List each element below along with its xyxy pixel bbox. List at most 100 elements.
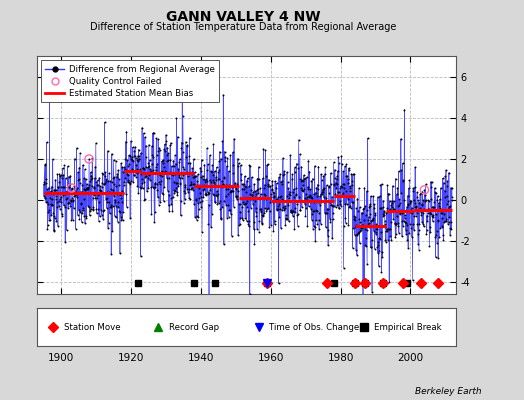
Point [163,158,171,164]
Point [122,190,130,197]
Point [363,227,371,233]
Point [214,191,222,198]
Point [323,210,331,216]
Point [63,163,72,169]
Point [431,189,439,196]
Point [164,150,172,157]
Point [129,179,137,185]
Point [78,210,86,216]
Point [135,156,144,162]
Point [439,236,447,243]
Point [89,195,97,201]
Point [150,185,158,191]
Point [288,209,296,216]
Point [370,201,378,208]
Point [187,179,195,185]
Point [400,215,409,221]
Point [269,228,278,234]
Point [68,185,76,191]
Point [185,153,193,159]
Point [139,165,147,172]
Point [104,220,113,226]
Point [54,184,62,191]
Point [114,203,123,210]
Point [121,166,129,173]
Point [291,205,300,211]
Point [233,188,242,194]
Point [400,197,408,204]
Point [238,217,247,223]
Point [295,198,303,204]
Point [285,190,293,197]
Point [139,130,148,136]
Point [292,191,300,198]
Point [320,184,328,191]
Point [357,224,365,230]
Point [99,170,107,177]
Point [109,202,117,209]
Point [44,201,52,207]
Point [389,216,398,222]
Point [43,222,52,228]
Point [58,165,67,172]
Point [287,208,296,214]
Point [278,207,287,213]
Point [298,204,306,210]
Point [319,189,327,196]
Point [401,212,409,218]
Point [218,138,226,144]
Point [367,218,376,224]
Point [180,187,188,194]
Point [429,204,438,210]
Point [278,172,287,178]
Point [274,193,282,200]
Point [67,217,75,224]
Point [380,221,389,228]
Point [304,203,313,210]
Point [249,189,257,195]
Point [69,216,77,223]
Point [334,189,342,195]
Point [223,155,232,161]
Point [398,233,406,239]
Point [147,168,155,174]
Point [118,169,127,175]
Point [378,204,387,211]
Point [219,181,227,188]
Point [94,182,102,188]
Point [238,215,246,222]
Point [247,204,255,211]
Point [337,160,346,167]
Point [85,156,93,162]
Point [375,248,384,254]
Point [433,240,441,246]
Point [261,205,269,211]
Point [430,199,439,205]
Point [326,170,335,176]
Point [351,232,359,238]
Point [53,184,62,190]
Point [152,152,161,158]
Point [200,186,208,192]
Point [445,204,453,210]
Point [293,223,302,229]
Point [92,206,101,212]
Point [437,207,445,214]
Point [110,192,118,199]
Point [371,210,379,216]
Point [315,226,323,232]
Point [74,176,82,183]
Point [144,164,152,170]
Point [349,199,357,206]
Point [289,189,297,195]
Point [74,176,83,182]
Point [380,218,389,224]
Point [151,209,159,215]
Point [211,199,220,205]
Point [96,206,105,213]
Point [118,188,126,194]
Point [105,199,113,205]
Point [99,208,107,214]
Point [139,178,148,185]
Point [275,280,283,287]
